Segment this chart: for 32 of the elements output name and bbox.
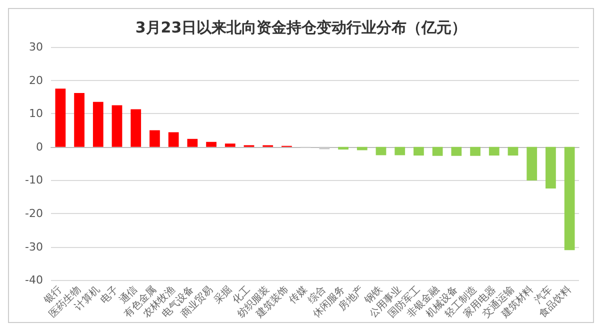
chart-title: 3月23日以来北向资金持仓变动行业分布（亿元） (135, 18, 467, 36)
bar (394, 146, 406, 156)
bar (508, 146, 518, 156)
bar (224, 144, 236, 147)
y-tick-label: 10 (29, 107, 43, 120)
bar (432, 146, 443, 156)
bar (526, 146, 538, 181)
y-tick-label: 20 (29, 74, 43, 87)
bar (470, 146, 480, 156)
bar (451, 146, 462, 156)
bar (130, 109, 142, 147)
bar (338, 146, 348, 150)
bar (546, 146, 556, 188)
y-tick-label: 0 (36, 140, 43, 154)
bar (92, 102, 104, 147)
y-tick-label: 30 (29, 40, 43, 54)
bar (564, 146, 575, 250)
bar (414, 146, 424, 156)
bar (55, 88, 66, 147)
bar (488, 146, 500, 156)
y-tick-label: -40 (25, 274, 43, 287)
y-tick-label: -20 (25, 206, 43, 220)
bar (356, 146, 368, 150)
bar (168, 132, 179, 147)
bar (376, 146, 386, 156)
bar (187, 138, 198, 147)
bar (112, 105, 122, 147)
y-tick-label: -10 (25, 174, 43, 187)
bar (74, 92, 84, 147)
bar (206, 142, 216, 147)
y-tick-label: -30 (25, 240, 43, 254)
bar (150, 130, 160, 147)
